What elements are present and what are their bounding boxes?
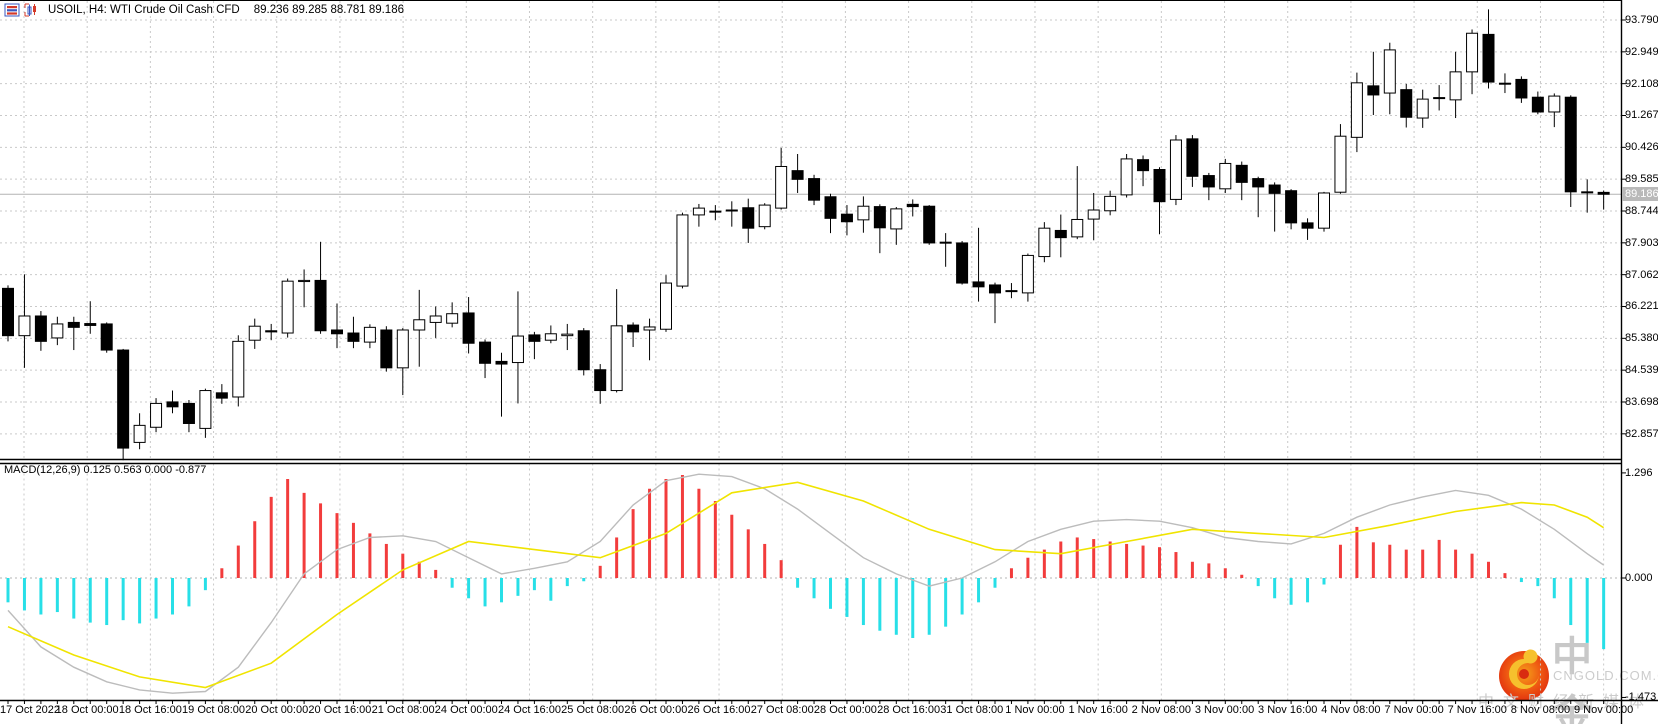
time-axis-label: 27 Oct 08:00 <box>750 704 814 716</box>
price-axis-label: 84.539 <box>1625 364 1658 377</box>
time-axis-label: 20 Oct 16:00 <box>308 704 372 716</box>
watermark-url: CNGOLD.COM.CN <box>1553 668 1658 683</box>
time-axis-label: 19 Oct 08:00 <box>182 704 246 716</box>
time-axis-label: 1 Nov 16:00 <box>1068 704 1128 716</box>
time-axis-label: 7 Nov 00:00 <box>1384 704 1444 716</box>
time-axis-label: 24 Oct 00:00 <box>434 704 498 716</box>
current-price-tag: 89.186 <box>1622 187 1658 202</box>
macd-axis-label: 0.000 <box>1625 572 1653 584</box>
time-axis-label: 31 Oct 08:00 <box>940 704 1004 716</box>
ohlc-readout: 89.236 89.285 88.781 89.186 <box>253 4 404 16</box>
price-axis-label: 82.857 <box>1625 427 1658 440</box>
time-axis-label: 4 Nov 08:00 <box>1321 704 1381 716</box>
macd-indicator-label: MACD(12,26,9) 0.125 0.563 0.000 -0.877 <box>4 464 207 476</box>
price-axis-label: 85.380 <box>1625 332 1658 345</box>
signal-line <box>7 481 1605 689</box>
price-axis-label: 92.949 <box>1625 45 1658 58</box>
time-axis-label: 26 Oct 00:00 <box>624 704 688 716</box>
time-axis-label: 7 Nov 16:00 <box>1447 704 1507 716</box>
time-axis-label: 28 Oct 16:00 <box>877 704 941 716</box>
time-axis-label: 1 Nov 00:00 <box>1005 704 1065 716</box>
gold-swirl-logo-icon <box>1499 649 1549 701</box>
macd-axis-label: -1.473 <box>1625 691 1657 704</box>
price-axis-label: 89.585 <box>1625 173 1658 186</box>
price-axis-label: 83.698 <box>1625 395 1658 408</box>
price-axis-label: 90.426 <box>1625 141 1658 154</box>
price-axis-label: 87.062 <box>1625 268 1658 281</box>
candles-layer <box>2 9 1610 461</box>
price-axis-label: 93.790 <box>1625 14 1658 26</box>
chart-type-icon[interactable] <box>24 3 40 17</box>
time-axis-label: 8 Nov 08:00 <box>1510 704 1571 716</box>
symbol-title: USOIL, H4: WTI Crude Oil Cash CFD <box>48 4 240 16</box>
time-axis-label: 28 Oct 00:00 <box>813 704 877 716</box>
time-axis-label: 3 Nov 16:00 <box>1258 704 1318 716</box>
chart-title-row: USOIL, H4: WTI Crude Oil Cash CFD 89.236… <box>4 3 404 17</box>
price-axis[interactable]: 93.790 92.949 92.108 91.267 90.426 89.585 88.7… <box>1622 0 1658 724</box>
price-axis-label: 91.267 <box>1625 109 1658 122</box>
price-axis-label: 92.108 <box>1625 77 1658 90</box>
time-axis-label: 26 Oct 16:00 <box>687 704 751 716</box>
time-axis-label: 9 Nov 00:00 <box>1573 704 1634 716</box>
time-axis-label: 20 Oct 00:00 <box>245 704 309 716</box>
time-axis[interactable]: 17 Oct 2022 18 Oct 00:00 18 Oct 16:00 19 Oc… <box>0 702 1658 724</box>
price-axis-label: 88.744 <box>1625 204 1658 217</box>
time-axis-label: 2 Nov 08:00 <box>1131 704 1192 716</box>
watermark-name: 中金网 <box>1552 635 1594 724</box>
watermark-tagline: 中文财经新媒体 <box>1478 694 1654 711</box>
price-axis-label: 86.221 <box>1625 300 1658 313</box>
macd-layer <box>6 473 1606 694</box>
chart-list-icon[interactable] <box>4 3 20 17</box>
price-axis-label: 87.903 <box>1625 236 1658 249</box>
time-axis-label: 3 Nov 00:00 <box>1194 704 1255 716</box>
macd-axis-label: 1.296 <box>1625 466 1653 479</box>
time-axis-label: 18 Oct 16:00 <box>118 704 182 716</box>
grid-layer <box>0 1 1621 701</box>
time-axis-label: 17 Oct 2022 <box>0 704 60 716</box>
macd-line <box>7 473 1604 694</box>
time-axis-label: 18 Oct 00:00 <box>55 704 119 716</box>
time-axis-label: 21 Oct 08:00 <box>371 704 435 716</box>
time-axis-label: 24 Oct 16:00 <box>497 704 561 716</box>
time-axis-label: 25 Oct 08:00 <box>561 704 625 716</box>
